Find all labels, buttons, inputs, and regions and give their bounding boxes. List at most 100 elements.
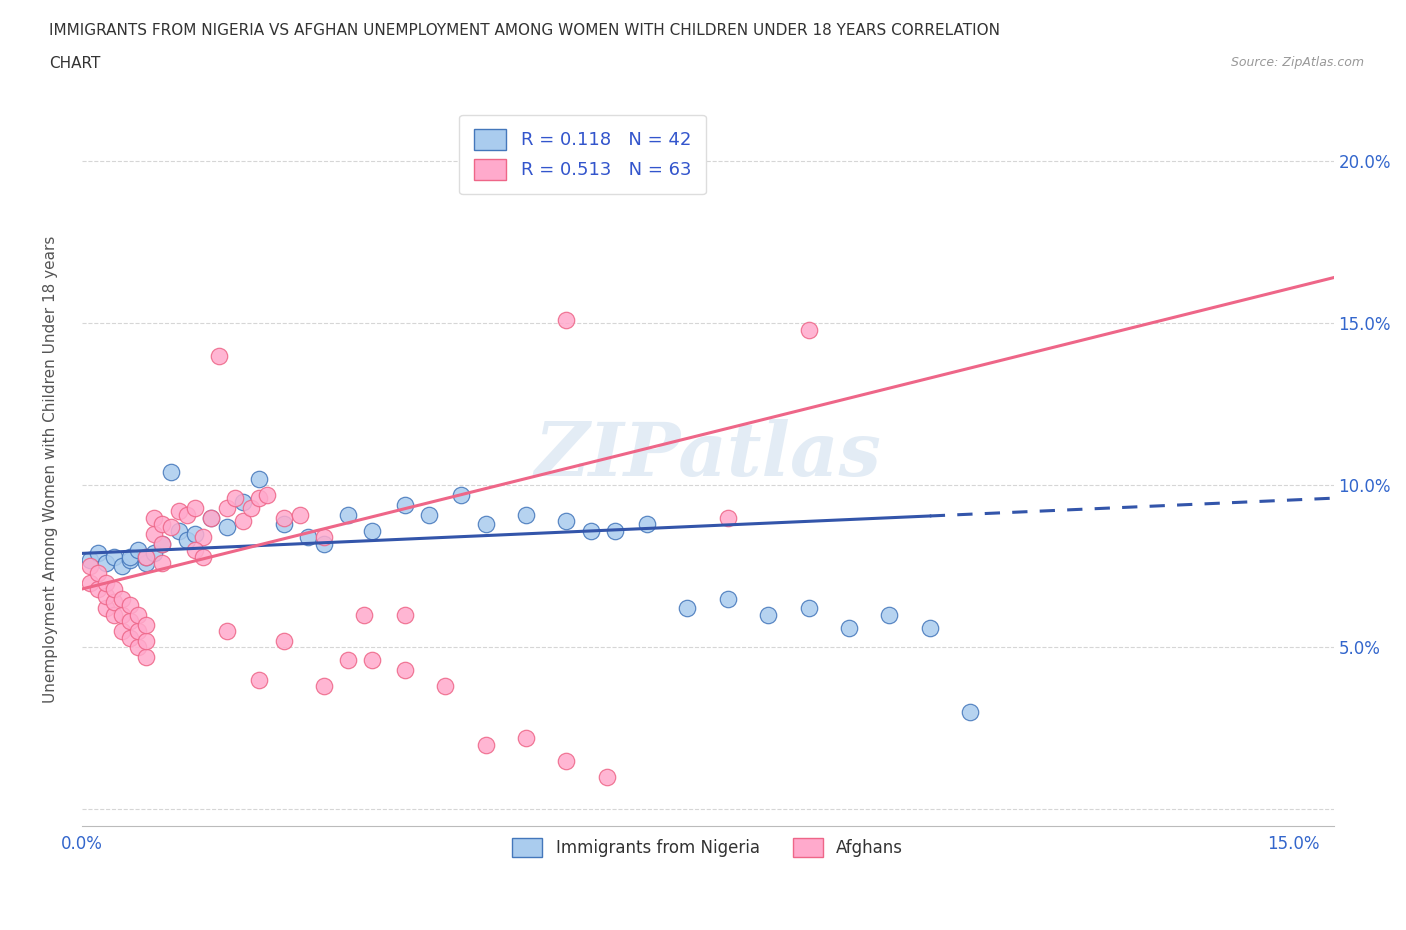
Point [249,491,271,506]
Point [555,312,578,327]
Point [94,601,117,616]
Point [79,575,101,590]
Point [159,520,181,535]
Point [361,653,384,668]
Point [176,507,198,522]
Point [797,323,820,338]
Point [79,552,101,567]
Point [273,517,295,532]
Point [200,511,222,525]
Point [120,614,142,629]
Point [103,581,125,596]
Point [232,513,254,528]
Point [87,546,110,561]
Point [288,507,311,522]
Point [111,591,134,606]
Point [184,500,207,515]
Point [353,607,375,622]
Point [555,753,578,768]
Point [361,524,384,538]
Point [184,526,207,541]
Point [143,546,166,561]
Text: IMMIGRANTS FROM NIGERIA VS AFGHAN UNEMPLOYMENT AMONG WOMEN WITH CHILDREN UNDER 1: IMMIGRANTS FROM NIGERIA VS AFGHAN UNEMPL… [49,23,1000,38]
Point [959,705,981,720]
Point [127,607,149,622]
Point [579,524,602,538]
Point [273,633,295,648]
Point [717,591,740,606]
Point [152,556,174,571]
Point [249,672,271,687]
Point [418,507,440,522]
Point [159,465,181,480]
Point [838,620,860,635]
Point [232,494,254,509]
Point [224,491,246,506]
Point [394,663,416,678]
Point [208,348,231,363]
Point [103,607,125,622]
Point [111,607,134,622]
Point [879,607,901,622]
Point [127,624,149,639]
Point [143,526,166,541]
Point [918,620,941,635]
Point [111,559,134,574]
Point [297,530,319,545]
Point [135,650,157,665]
Point [256,487,278,502]
Point [337,653,360,668]
Point [152,517,174,532]
Point [120,550,142,565]
Point [120,631,142,645]
Point [273,511,295,525]
Point [87,581,110,596]
Point [152,537,174,551]
Point [167,504,190,519]
Point [87,565,110,580]
Point [127,640,149,655]
Point [103,594,125,609]
Point [217,520,239,535]
Point [152,537,174,551]
Point [603,524,626,538]
Point [312,537,335,551]
Point [312,530,335,545]
Point [249,472,271,486]
Point [717,511,740,525]
Text: Source: ZipAtlas.com: Source: ZipAtlas.com [1230,56,1364,69]
Legend: Immigrants from Nigeria, Afghans: Immigrants from Nigeria, Afghans [506,831,910,864]
Point [111,624,134,639]
Point [94,556,117,571]
Point [596,770,619,785]
Point [797,601,820,616]
Point [676,601,699,616]
Point [135,556,157,571]
Point [120,552,142,567]
Point [200,511,222,525]
Point [127,543,149,558]
Point [94,575,117,590]
Point [474,737,496,752]
Point [337,507,360,522]
Point [79,559,101,574]
Point [394,607,416,622]
Point [312,679,335,694]
Point [176,533,198,548]
Point [434,679,457,694]
Y-axis label: Unemployment Among Women with Children Under 18 years: Unemployment Among Women with Children U… [44,235,58,703]
Point [167,524,190,538]
Point [636,517,658,532]
Point [450,487,472,502]
Point [394,498,416,512]
Point [120,598,142,613]
Text: ZIPatlas: ZIPatlas [534,418,882,491]
Point [515,731,537,746]
Point [135,550,157,565]
Point [191,550,214,565]
Text: CHART: CHART [49,56,101,71]
Point [217,624,239,639]
Point [135,618,157,632]
Point [515,507,537,522]
Point [756,607,779,622]
